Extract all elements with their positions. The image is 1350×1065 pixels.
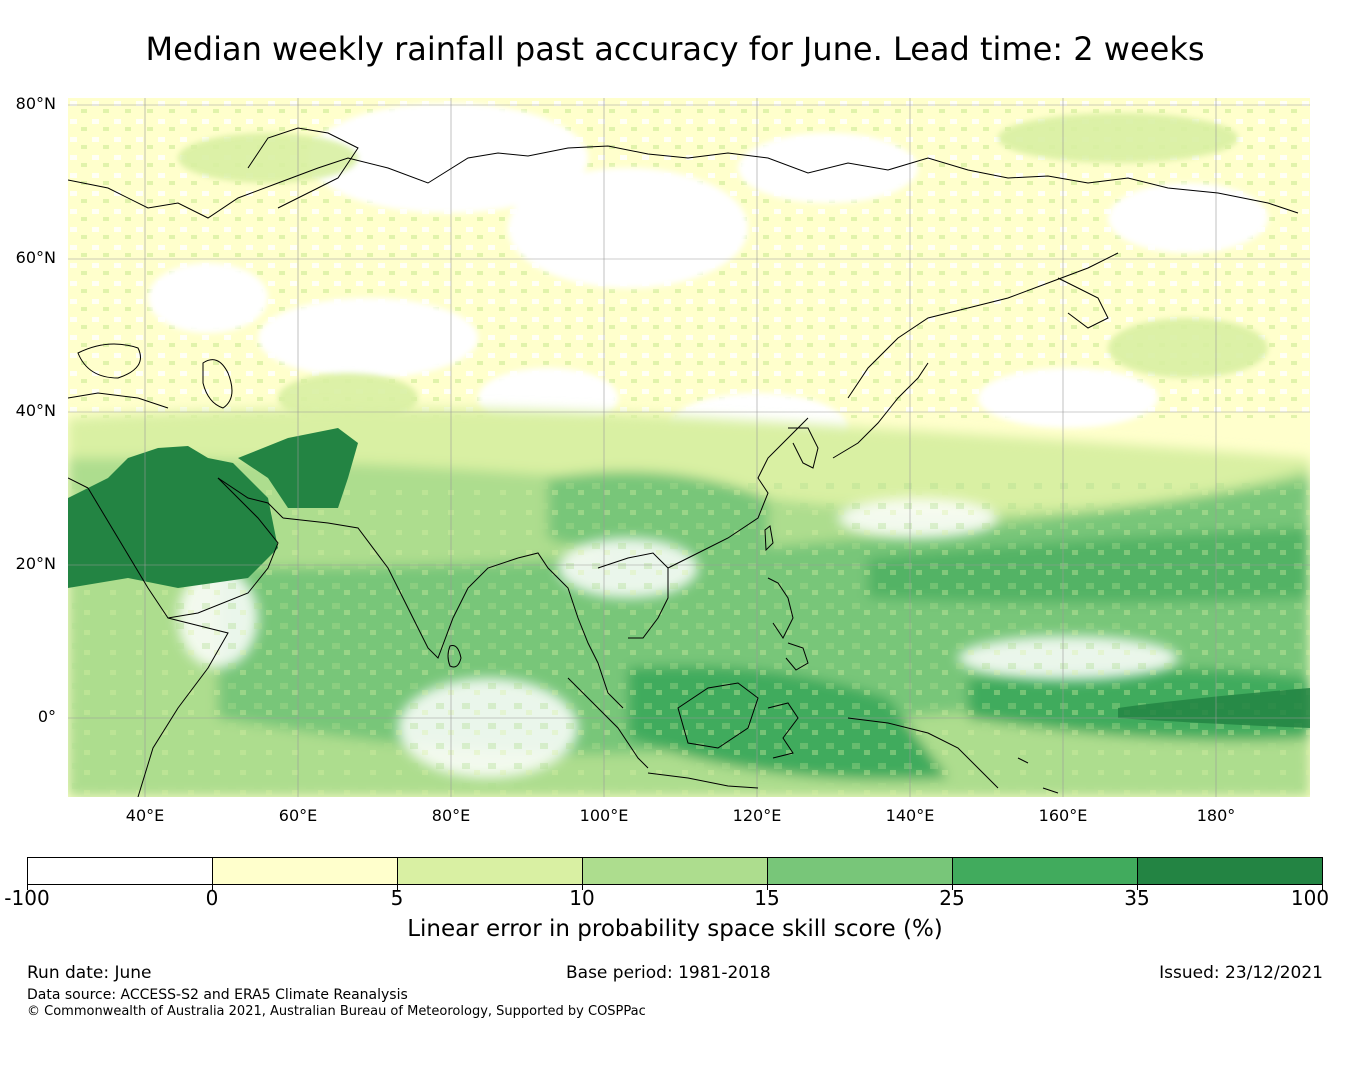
lat-label-40n: 40°N [15, 401, 56, 420]
lon-label-160e: 160°E [1038, 806, 1088, 825]
lon-label-180: 180° [1196, 806, 1236, 825]
colorbar-tick [397, 885, 398, 890]
colorbar-segment [398, 858, 583, 884]
colorbar-title: Linear error in probability space skill … [407, 916, 943, 942]
colorbar-segment [28, 858, 213, 884]
graticule [68, 98, 1310, 797]
colorbar-tick [952, 885, 953, 890]
colorbar-tick [212, 885, 213, 890]
colorbar-segment [583, 858, 768, 884]
colorbar-tick [1137, 885, 1138, 890]
colorbar-tick [27, 885, 28, 890]
lon-label-60e: 60°E [278, 806, 318, 825]
lon-label-100e: 100°E [579, 806, 629, 825]
coastlines [68, 127, 1299, 797]
colorbar-label: -100 [4, 886, 50, 910]
base-period: Base period: 1981-2018 [566, 963, 771, 983]
colorbar-label: 0 [205, 886, 219, 910]
colorbar [27, 857, 1323, 885]
lon-label-40e: 40°E [125, 806, 165, 825]
colorbar-tick [582, 885, 583, 890]
skill-map [68, 98, 1310, 797]
map-canvas [68, 98, 1310, 797]
lon-label-140e: 140°E [885, 806, 935, 825]
colorbar-segment [768, 858, 953, 884]
colorbar-segment [1138, 858, 1322, 884]
colorbar-label: 10 [569, 886, 595, 910]
data-source: Data source: ACCESS-S2 and ERA5 Climate … [27, 987, 408, 1003]
colorbar-tick [1322, 885, 1323, 890]
colorbar-tick [767, 885, 768, 890]
lat-label-0: 0° [37, 707, 56, 726]
colorbar-segment [953, 858, 1138, 884]
colorbar-label: 25 [939, 886, 965, 910]
chart-title: Median weekly rainfall past accuracy for… [145, 30, 1205, 68]
colorbar-label: 5 [390, 886, 404, 910]
lon-label-120e: 120°E [732, 806, 782, 825]
run-date: Run date: June [27, 963, 152, 983]
lat-label-20n: 20°N [15, 554, 56, 573]
lon-label-80e: 80°E [431, 806, 471, 825]
colorbar-segment [213, 858, 398, 884]
issued-date: Issued: 23/12/2021 [1159, 963, 1323, 983]
colorbar-label: 35 [1124, 886, 1150, 910]
copyright: © Commonwealth of Australia 2021, Austra… [27, 1004, 646, 1019]
lat-label-80n: 80°N [15, 94, 56, 113]
lat-label-60n: 60°N [15, 248, 56, 267]
colorbar-label: 15 [754, 886, 780, 910]
colorbar-label: 100 [1290, 886, 1330, 910]
